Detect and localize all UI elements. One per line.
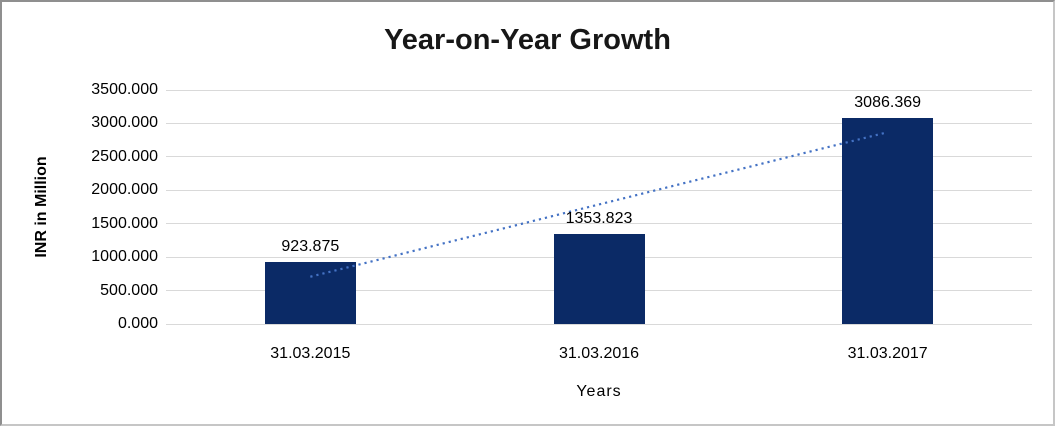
y-axis-title: INR in Million [33,156,50,258]
y-tick-label: 2000.000 [91,181,158,199]
data-label: 1353.823 [565,209,633,227]
x-tick-label: 31.03.2015 [270,345,351,362]
y-tick-label: 500.000 [100,281,158,299]
data-label: 3086.369 [854,93,922,111]
y-tick-label: 0.000 [117,315,158,332]
x-tick-label: 31.03.2016 [558,345,640,362]
plot-area: 923.875 1353.823 3086.369 [166,89,1032,325]
y-tick-label: 2500.000 [91,147,158,165]
chart-title: Year-on-Year Growth [384,24,671,56]
gridline [166,223,1032,225]
gridline [166,89,1032,91]
trendline [310,131,888,278]
bar [842,117,934,324]
bar [264,262,356,324]
gridline [166,156,1032,158]
x-tick-label: 31.03.2017 [847,345,928,362]
y-tick-label: 3000.000 [91,114,158,132]
gridline [166,189,1032,191]
y-tick-label: 1500.000 [91,214,158,232]
gridline [166,122,1032,124]
y-tick-label: 1000.000 [91,248,158,266]
y-tick-label: 3500.000 [91,81,158,98]
bar [553,233,645,324]
data-label: 923.875 [281,238,340,256]
gridline [166,323,1032,325]
x-axis-title: Years [576,383,622,400]
